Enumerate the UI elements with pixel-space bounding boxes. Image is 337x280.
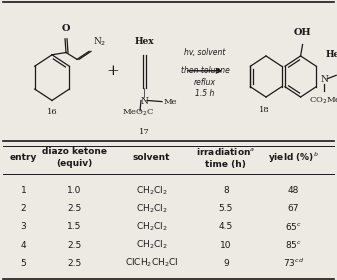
Text: 17: 17: [139, 128, 149, 136]
Text: Hex: Hex: [134, 37, 154, 46]
Text: CH$_2$Cl$_2$: CH$_2$Cl$_2$: [136, 184, 167, 197]
Text: then toluene: then toluene: [181, 66, 229, 75]
Text: Hex: Hex: [325, 50, 337, 59]
Text: reflux: reflux: [194, 78, 216, 87]
Text: 5: 5: [21, 259, 27, 268]
Text: 65$^{c}$: 65$^{c}$: [285, 221, 302, 232]
Text: 2.5: 2.5: [67, 241, 81, 249]
Text: 16: 16: [47, 108, 57, 116]
Text: CO$_2$Me: CO$_2$Me: [309, 96, 337, 106]
Text: 1.5: 1.5: [67, 222, 81, 231]
Text: 1.0: 1.0: [67, 186, 81, 195]
Text: 67: 67: [287, 204, 299, 213]
Text: 2.5: 2.5: [67, 259, 81, 268]
Text: N$_2$: N$_2$: [93, 36, 106, 48]
Text: OH: OH: [294, 27, 311, 36]
Text: entry: entry: [10, 153, 37, 162]
Text: 73$^{cd}$: 73$^{cd}$: [283, 257, 304, 269]
Text: N: N: [320, 75, 328, 84]
Text: 1: 1: [21, 186, 27, 195]
Text: hv, solvent: hv, solvent: [184, 48, 226, 57]
Text: diazo ketone
(equiv): diazo ketone (equiv): [42, 148, 106, 167]
Text: 1.5 h: 1.5 h: [195, 89, 215, 98]
Text: 85$^{c}$: 85$^{c}$: [285, 239, 302, 251]
Text: O: O: [62, 24, 70, 33]
Text: yield (%)$^{b}$: yield (%)$^{b}$: [268, 150, 318, 165]
Text: ClCH$_2$CH$_2$Cl: ClCH$_2$CH$_2$Cl: [125, 257, 179, 269]
Text: 48: 48: [287, 186, 299, 195]
Text: Me: Me: [164, 98, 178, 106]
Text: +: +: [106, 64, 119, 78]
Text: solvent: solvent: [133, 153, 171, 162]
Text: 8: 8: [223, 186, 229, 195]
Text: 3: 3: [21, 222, 27, 231]
Text: 5.5: 5.5: [219, 204, 233, 213]
Text: 2.5: 2.5: [67, 204, 81, 213]
Text: CH$_2$Cl$_2$: CH$_2$Cl$_2$: [136, 221, 167, 233]
Text: 18: 18: [258, 106, 269, 114]
Text: 4: 4: [21, 241, 26, 249]
Text: CH$_2$Cl$_2$: CH$_2$Cl$_2$: [136, 239, 167, 251]
Text: MeO$_2$C: MeO$_2$C: [122, 108, 154, 118]
Text: irradiation$^{a}$
time (h): irradiation$^{a}$ time (h): [196, 146, 255, 169]
Text: CH$_2$Cl$_2$: CH$_2$Cl$_2$: [136, 202, 167, 215]
Text: N: N: [140, 97, 148, 106]
Text: 2: 2: [21, 204, 26, 213]
Text: 10: 10: [220, 241, 232, 249]
Text: 9: 9: [223, 259, 229, 268]
Text: 4.5: 4.5: [219, 222, 233, 231]
